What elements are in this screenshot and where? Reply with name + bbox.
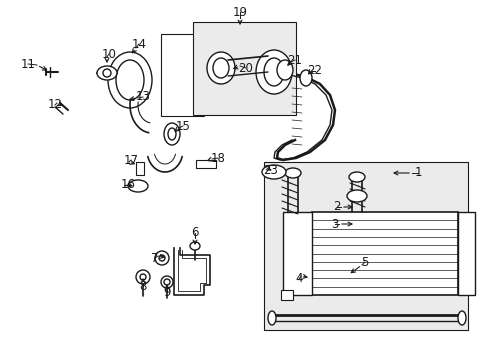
Ellipse shape [276,60,292,80]
Ellipse shape [285,168,301,178]
Ellipse shape [213,58,228,78]
Ellipse shape [256,50,291,94]
Text: 13: 13 [135,90,150,104]
Ellipse shape [159,255,164,261]
Bar [281,290,292,300]
Ellipse shape [136,270,150,284]
Ellipse shape [161,276,173,288]
Ellipse shape [299,70,311,86]
Ellipse shape [190,242,200,250]
Ellipse shape [108,52,152,108]
Ellipse shape [116,60,143,100]
Text: 14: 14 [131,37,146,50]
Ellipse shape [348,172,364,182]
Bar [136,162,143,175]
Bar [457,212,474,295]
Text: 7: 7 [151,252,159,265]
Ellipse shape [103,69,111,77]
Text: 2: 2 [332,201,340,213]
Bar [283,212,311,295]
Text: 11: 11 [20,58,36,71]
Text: 22: 22 [307,64,322,77]
Text: 4: 4 [295,273,302,285]
Text: 8: 8 [139,279,146,292]
Ellipse shape [262,165,285,179]
Ellipse shape [140,274,146,280]
Text: 1: 1 [413,166,421,180]
Ellipse shape [267,311,275,325]
Ellipse shape [457,311,465,325]
Bar [193,22,295,115]
Text: 10: 10 [102,48,116,60]
Bar [161,34,203,116]
Ellipse shape [264,58,284,86]
Ellipse shape [163,279,170,285]
Text: 9: 9 [163,285,170,298]
Ellipse shape [168,128,176,140]
Bar [196,160,216,168]
Ellipse shape [155,251,169,265]
Text: 20: 20 [238,62,253,75]
Text: 6: 6 [191,226,198,239]
Text: 16: 16 [120,179,135,192]
Bar [311,212,457,295]
Ellipse shape [346,190,366,202]
Text: 23: 23 [263,163,278,176]
Text: 21: 21 [287,54,302,67]
Ellipse shape [206,52,235,84]
Ellipse shape [128,180,148,192]
Bar [264,162,467,330]
Text: 3: 3 [331,217,338,230]
Text: 18: 18 [210,152,225,165]
Ellipse shape [97,66,117,80]
Text: 15: 15 [175,120,190,132]
Ellipse shape [163,123,180,145]
Text: 5: 5 [361,256,368,269]
Text: 12: 12 [47,99,62,112]
Text: 19: 19 [232,5,247,18]
Text: 17: 17 [123,153,138,166]
